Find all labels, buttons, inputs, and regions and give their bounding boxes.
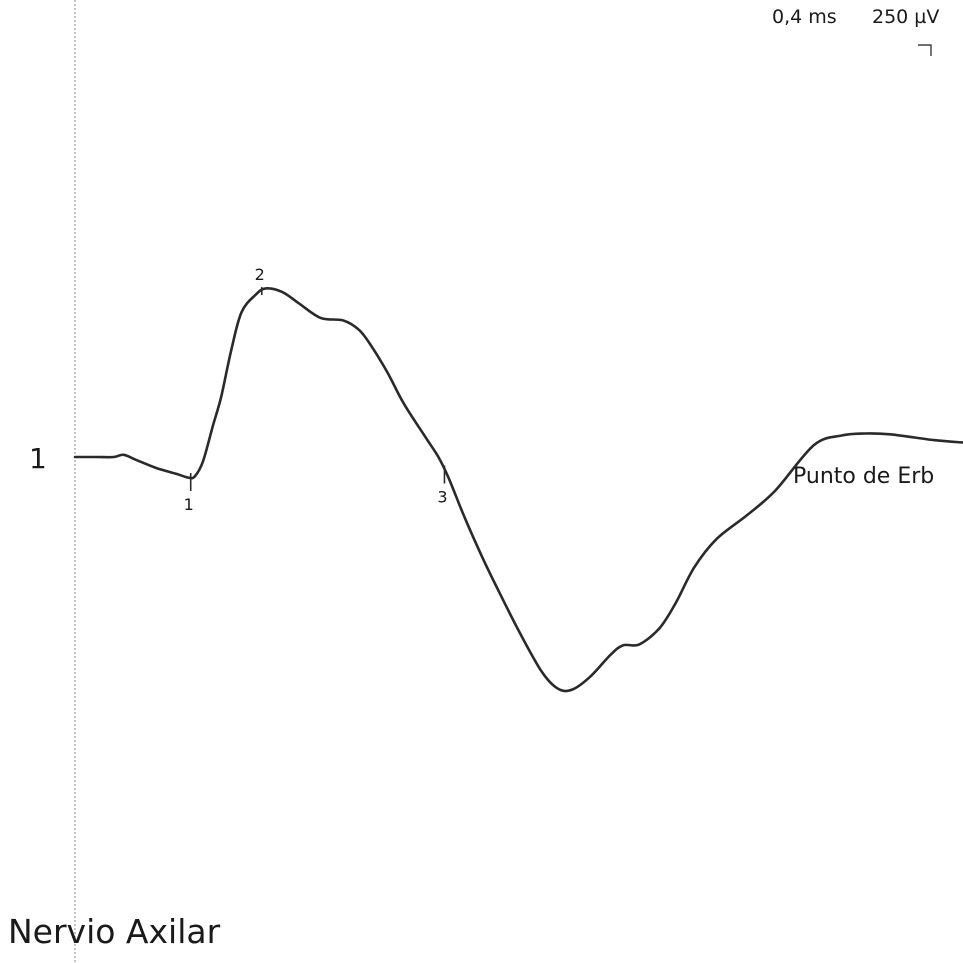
time-scale-label: 0,4 ms [772, 6, 837, 28]
amplitude-scale-label: 250 µV [872, 6, 940, 28]
trace-line-punto-de-erb [73, 287, 963, 693]
panel-title: Nervio Axilar [8, 912, 221, 951]
trace-label: Punto de Erb [793, 464, 935, 489]
marker-label-3: 3 [437, 488, 447, 507]
marker-label-1: 1 [184, 495, 194, 514]
calibration-corner-icon [918, 44, 932, 56]
latency-markers: 1 2 3 [184, 265, 448, 514]
marker-label-2: 2 [255, 265, 265, 284]
channel-number: 1 [29, 442, 47, 475]
